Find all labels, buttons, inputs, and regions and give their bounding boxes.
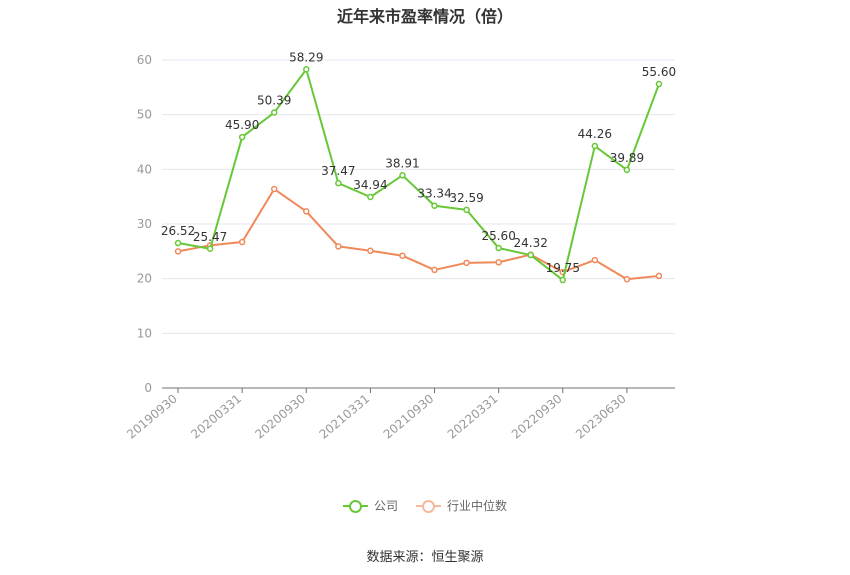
data-label: 58.29 [289,50,323,64]
legend-marker-industry [416,499,441,513]
data-point [238,238,246,246]
y-tick-label: 30 [137,217,152,231]
data-label: 24.32 [514,236,548,250]
data-point [270,109,278,116]
y-tick-label: 20 [137,272,152,286]
data-label: 25.47 [193,230,227,244]
series-line [177,188,660,281]
data-label: 37.47 [321,164,355,178]
x-tick-label: 20220331 [445,392,501,442]
x-tick-label: 20210930 [381,392,437,442]
data-label: 34.94 [353,178,387,192]
data-point [174,248,182,255]
data-point [559,276,567,284]
data-label: 39.89 [610,151,644,165]
data-point [238,133,246,141]
data-point [527,251,534,259]
x-tick-label: 20190930 [124,392,180,442]
data-point [495,259,502,266]
x-tick-label: 20210331 [317,392,373,442]
data-label: 25.60 [481,229,515,243]
data-point [591,142,599,150]
data-point [399,252,406,259]
data-point [431,202,438,209]
data-label: 26.52 [161,224,195,238]
x-tick-label: 20200930 [252,392,308,442]
series-line [177,68,660,282]
data-point [655,80,663,88]
data-point [399,172,406,179]
y-tick-label: 40 [137,162,152,176]
data-point [270,185,278,193]
data-point [591,256,599,264]
data-label: 50.39 [257,94,291,108]
legend-label-company: 公司 [373,499,398,513]
data-point [303,66,310,73]
chart-legend: 公司 行业中位数 [0,497,850,514]
data-point [463,259,470,267]
x-tick-label: 20200331 [188,392,244,442]
data-point [623,166,631,174]
data-point [174,239,182,247]
data-point [431,266,438,274]
x-tick-label: 20230630 [573,392,629,442]
y-tick-label: 0 [144,381,152,395]
data-label: 32.59 [449,191,483,205]
data-point [303,208,310,215]
data-label: 55.60 [642,65,676,79]
data-point [335,243,342,250]
y-tick-label: 60 [137,53,152,67]
y-tick-label: 10 [137,326,152,340]
data-label: 33.34 [417,187,451,201]
x-tick-label: 20220930 [509,392,565,442]
data-point [495,244,502,252]
legend-item-industry[interactable]: 行业中位数 [416,497,507,514]
legend-marker-company [342,499,368,513]
data-label: 44.26 [578,127,612,141]
data-source: 数据来源：恒生聚源 [366,550,484,565]
data-point [623,275,631,283]
data-point [463,206,470,214]
legend-label-industry: 行业中位数 [447,499,508,513]
chart-title: 近年来市盈率情况（倍） [336,7,513,26]
data-label: 38.91 [385,156,419,170]
legend-item-company[interactable]: 公司 [342,497,398,514]
data-point [367,247,374,255]
data-point [206,245,214,253]
y-tick-label: 50 [137,108,152,122]
data-label: 45.90 [225,118,259,132]
data-point [367,193,374,201]
data-point [655,272,663,280]
data-label: 19.75 [546,261,580,275]
data-point [335,179,342,187]
